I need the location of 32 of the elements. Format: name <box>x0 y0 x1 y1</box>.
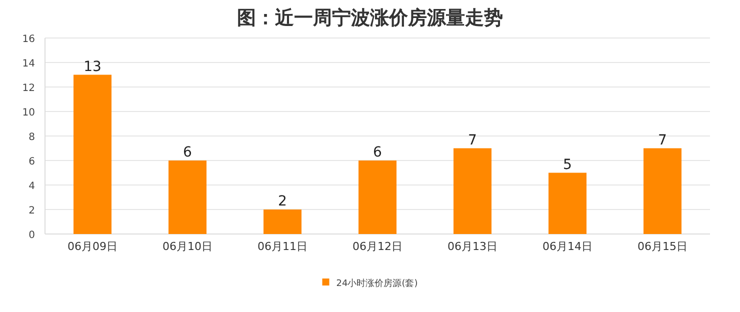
bar <box>644 148 682 234</box>
x-tick-label: 06月10日 <box>162 240 212 253</box>
data-label: 13 <box>84 58 102 75</box>
x-tick-label: 06月09日 <box>68 240 118 253</box>
y-tick-label: 4 <box>28 181 35 192</box>
x-tick-label: 06月11日 <box>258 240 308 253</box>
bar <box>168 160 206 234</box>
data-label: 6 <box>183 144 192 160</box>
x-tick-label: 06月13日 <box>448 240 498 253</box>
y-tick-label: 14 <box>22 58 35 70</box>
x-tick-label: 06月14日 <box>542 240 592 253</box>
y-tick-label: 8 <box>28 132 35 143</box>
x-tick-label: 06月15日 <box>638 240 688 253</box>
data-label: 2 <box>278 194 287 210</box>
data-label: 7 <box>468 132 477 148</box>
chart-title: 图：近一周宁波涨价房源量走势 <box>237 7 503 29</box>
y-tick-label: 0 <box>28 230 35 241</box>
y-tick-label: 10 <box>22 108 35 118</box>
y-tick-label: 2 <box>28 206 35 216</box>
data-label: 7 <box>658 132 667 148</box>
legend-label: 24小时涨价房源(套) <box>336 278 418 289</box>
bar <box>548 172 586 234</box>
y-tick-label: 16 <box>22 34 35 45</box>
bar <box>264 210 302 234</box>
data-label: 6 <box>373 144 382 160</box>
y-tick-label: 12 <box>22 83 35 94</box>
y-tick-label: 6 <box>28 156 35 168</box>
x-tick-label: 06月12日 <box>352 240 402 253</box>
bar <box>358 160 396 234</box>
bar <box>74 74 112 234</box>
bar <box>454 148 492 234</box>
data-label: 5 <box>563 156 572 173</box>
